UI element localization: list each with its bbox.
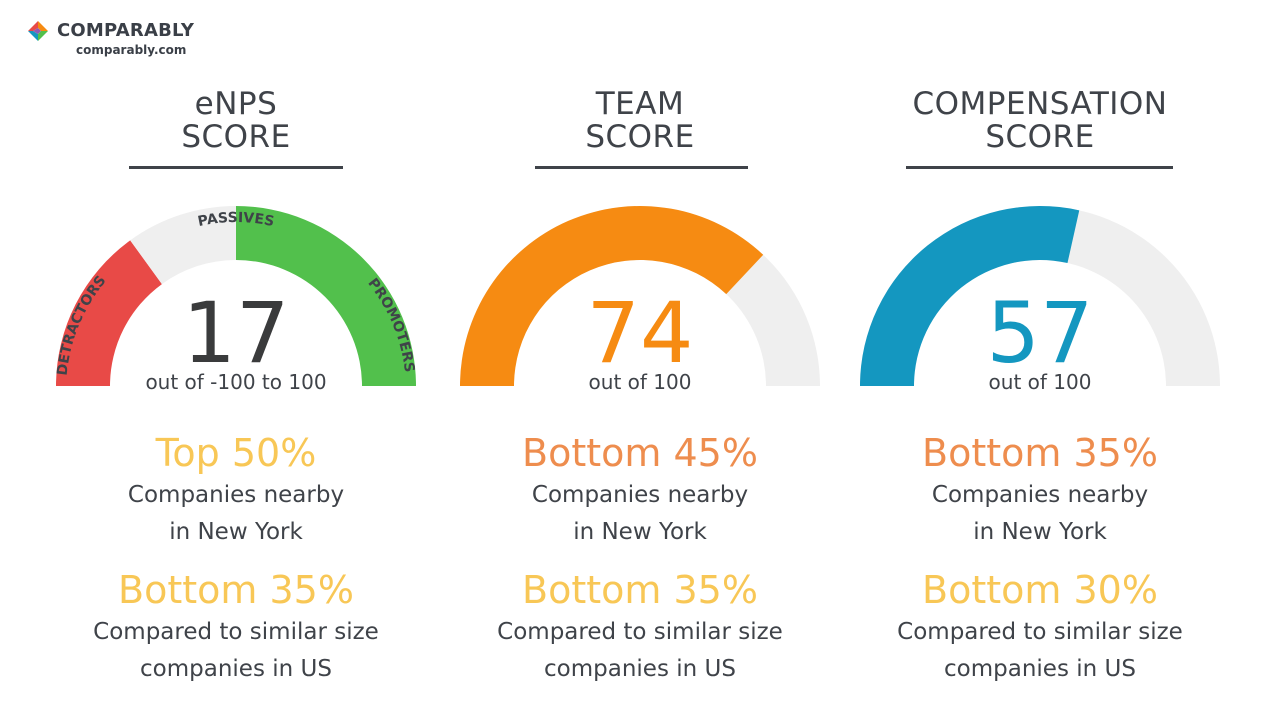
score-range: out of 100	[988, 370, 1092, 394]
panel-title-line2: SCORE	[985, 119, 1095, 155]
nearby-rank: Top 50%	[155, 431, 317, 475]
size-line2: companies in US	[544, 656, 736, 682]
brand-url: comparably.com	[76, 43, 187, 57]
nearby-description: Companies nearby in New York	[850, 477, 1230, 551]
nearby-line2: in New York	[573, 519, 707, 545]
nearby-line1: Companies nearby	[531, 482, 749, 508]
title-divider	[129, 166, 343, 169]
score-range: out of 100	[588, 370, 692, 394]
size-description: Compared to similar size companies in US	[450, 614, 830, 688]
comparably-logo: COMPARABLY comparably.com	[26, 19, 226, 61]
nearby-rank: Bottom 35%	[922, 431, 1158, 475]
nearby-rank: Bottom 45%	[522, 431, 758, 475]
score-range: out of -100 to 100	[145, 370, 327, 394]
score-value: 57	[986, 284, 1094, 382]
size-rank: Bottom 35%	[118, 568, 354, 612]
title-divider	[535, 166, 748, 169]
panel-title-line2: SCORE	[585, 119, 695, 155]
passives-segment	[130, 206, 236, 285]
nearby-line2: in New York	[169, 519, 303, 545]
size-description: Compared to similar size companies in US	[46, 614, 426, 688]
gauge-fill	[860, 206, 1080, 386]
compensation-score-panel: COMPENSATION SCORE 57 out of 100 Bottom …	[850, 88, 1230, 708]
size-rank: Bottom 35%	[522, 568, 758, 612]
panel-title-line1: eNPS	[194, 86, 278, 122]
team-gauge	[460, 206, 820, 386]
panel-title-line2: SCORE	[181, 119, 291, 155]
nearby-line1: Companies nearby	[931, 482, 1149, 508]
title-divider	[906, 166, 1173, 169]
brand-name: COMPARABLY	[57, 20, 195, 41]
promoters-segment	[236, 206, 416, 386]
panel-title: eNPS SCORE	[46, 88, 426, 154]
compensation-gauge	[860, 206, 1220, 386]
team-score-panel: TEAM SCORE 74 out of 100 Bottom 45% Comp…	[450, 88, 830, 708]
panel-title-line1: COMPENSATION	[912, 86, 1168, 122]
enps-score-panel: eNPS SCORE DETRACTORS PASSIVES PROMOTERS…	[46, 88, 426, 708]
panel-title: TEAM SCORE	[450, 88, 830, 154]
detractors-segment	[56, 240, 162, 386]
passives-label-text: PASSIVES	[196, 210, 275, 230]
size-line1: Compared to similar size	[93, 619, 379, 645]
size-line2: companies in US	[944, 656, 1136, 682]
gauge-fill	[460, 206, 764, 386]
panel-title-line1: TEAM	[595, 86, 685, 122]
score-value: 17	[182, 284, 290, 382]
size-description: Compared to similar size companies in US	[850, 614, 1230, 688]
nearby-description: Companies nearby in New York	[46, 477, 426, 551]
passives-label: PASSIVES	[196, 210, 275, 230]
comparably-logo-icon	[28, 21, 48, 41]
score-value: 74	[586, 284, 694, 382]
size-line1: Compared to similar size	[497, 619, 783, 645]
nearby-line2: in New York	[973, 519, 1107, 545]
size-rank: Bottom 30%	[922, 568, 1158, 612]
enps-gauge: DETRACTORS PASSIVES PROMOTERS	[55, 206, 417, 386]
size-line2: companies in US	[140, 656, 332, 682]
size-line1: Compared to similar size	[897, 619, 1183, 645]
nearby-line1: Companies nearby	[127, 482, 345, 508]
nearby-description: Companies nearby in New York	[450, 477, 830, 551]
panel-title: COMPENSATION SCORE	[850, 88, 1230, 154]
